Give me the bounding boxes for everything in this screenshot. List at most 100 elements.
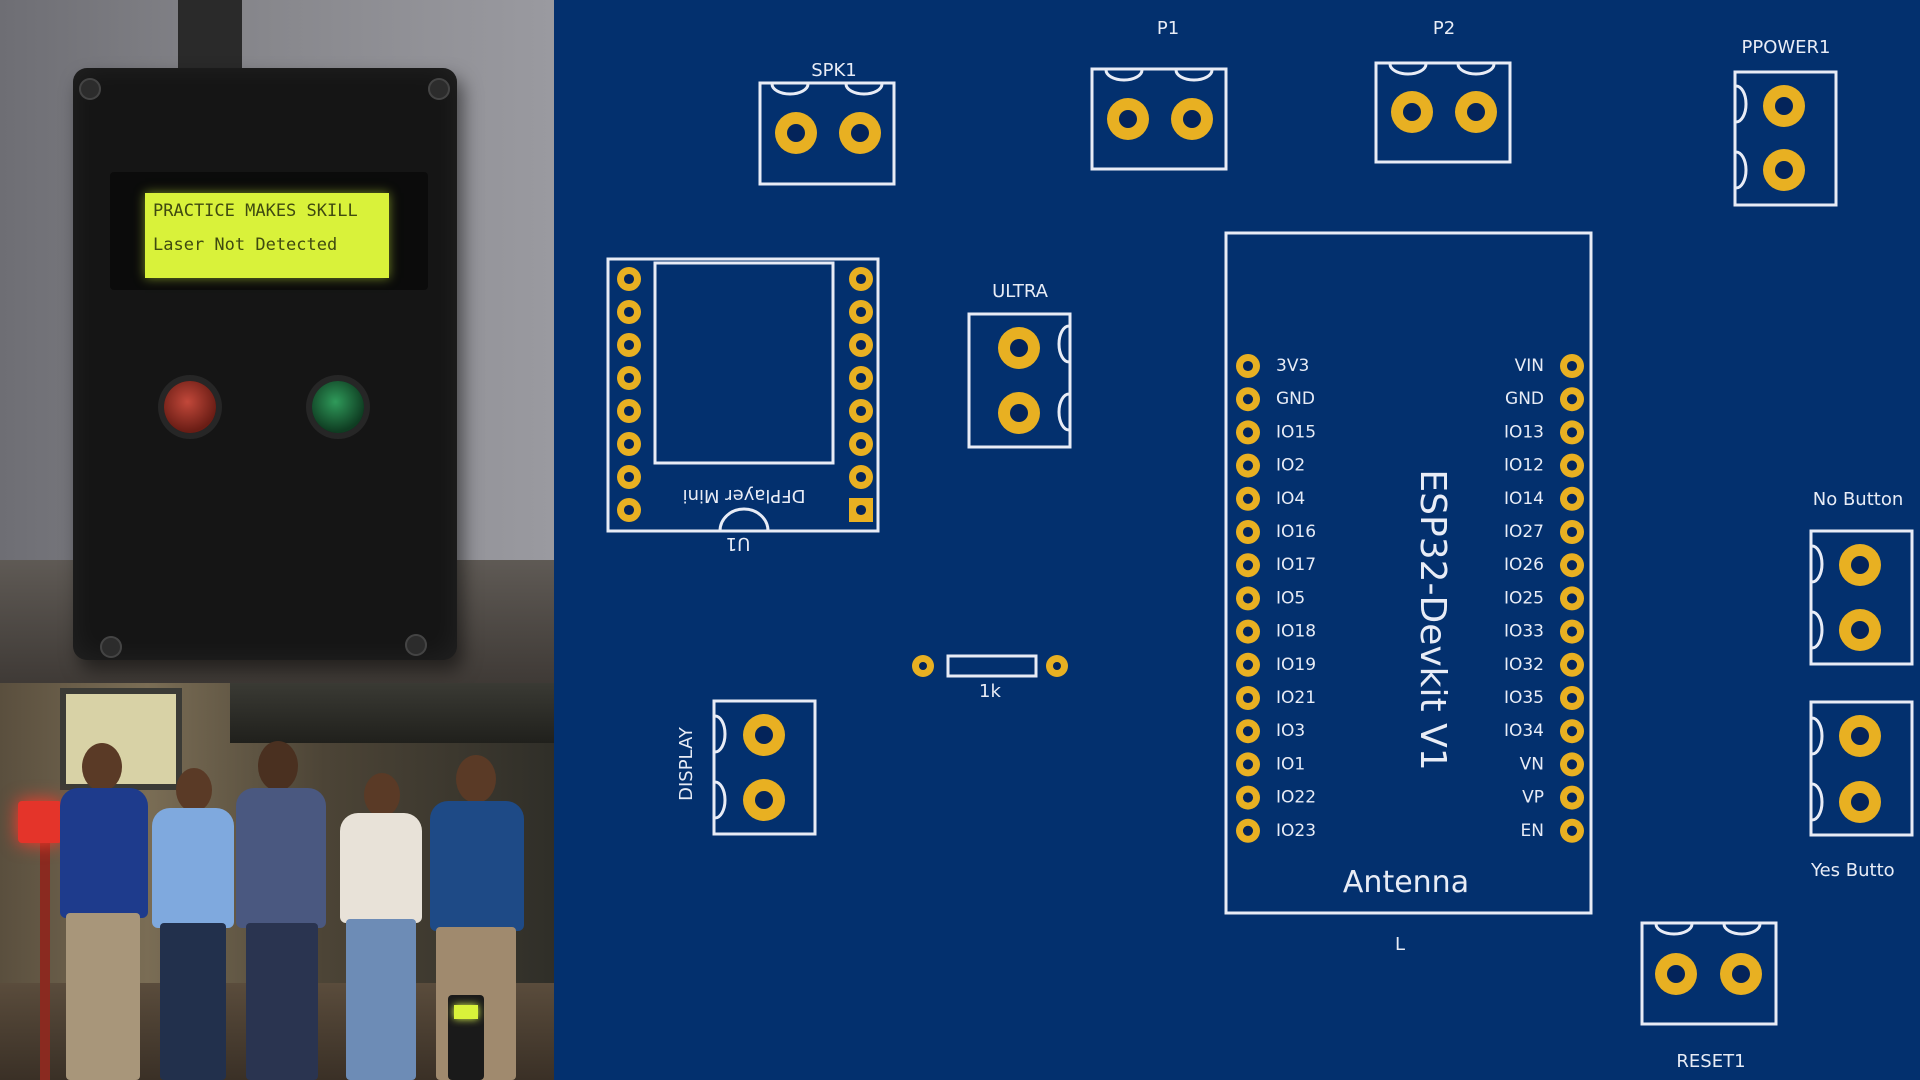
pin-hole xyxy=(1566,493,1578,504)
ppower1-label: PPOWER1 xyxy=(1741,37,1830,58)
esp32-pin-label: IO14 xyxy=(1504,489,1544,509)
esp32-pin-label: 3V3 xyxy=(1276,356,1309,376)
pin-hole xyxy=(623,372,635,384)
esp32-pin-label: IO32 xyxy=(1504,655,1544,675)
ultra-label: ULTRA xyxy=(992,281,1048,302)
esp32-pin-label: IO4 xyxy=(1276,489,1305,509)
esp32-title: ESP32-Devkit V1 xyxy=(1412,469,1453,770)
pin-hole xyxy=(1242,360,1254,372)
esp32-pin-label: EN xyxy=(1521,821,1544,841)
esp32-pin-label: IO34 xyxy=(1504,721,1544,741)
team-photo xyxy=(0,683,590,1080)
pin-hole xyxy=(623,471,635,483)
pin-hole xyxy=(1242,526,1254,538)
pin-hole xyxy=(1242,493,1254,504)
screw xyxy=(79,78,101,100)
p2-label: P2 xyxy=(1433,18,1455,39)
esp32-right-pins: VIN GND IO13 IO12 IO14 IO27 IO26 IO25 IO33 IO32 IO… xyxy=(1504,354,1584,843)
spk1-label: SPK1 xyxy=(811,60,857,81)
p2-connector: P2 xyxy=(1374,18,1512,164)
esp32-pin-label: IO15 xyxy=(1276,422,1316,442)
esp32-pin-label: IO35 xyxy=(1504,688,1544,708)
esp32-pin-label: IO23 xyxy=(1276,821,1316,841)
no-button-connector: No Button xyxy=(1809,489,1914,666)
pin-hole xyxy=(623,339,635,351)
pin-hole xyxy=(855,339,867,351)
pin-hole xyxy=(1566,593,1578,604)
no-button-label: No Button xyxy=(1813,489,1904,510)
pin-hole xyxy=(855,273,867,285)
p1-connector: P1 xyxy=(1090,18,1228,171)
pin-hole xyxy=(1566,825,1578,836)
esp32-pin-label: IO25 xyxy=(1504,588,1544,608)
pin-hole xyxy=(1242,427,1254,438)
device-photo: PRACTICE MAKES SKILL Laser Not Detected xyxy=(0,0,554,683)
resistor-1k: 1k xyxy=(912,654,1068,702)
screw xyxy=(428,78,450,100)
pin-hole xyxy=(1242,825,1254,836)
pin-hole xyxy=(1242,626,1254,637)
esp32-pin-label: IO2 xyxy=(1276,456,1305,476)
lcd-line-1: PRACTICE MAKES SKILL xyxy=(153,201,358,221)
esp32-pin-label: IO33 xyxy=(1504,622,1544,642)
window xyxy=(60,688,182,790)
pin-hole xyxy=(1566,526,1578,538)
pin-hole xyxy=(623,273,635,285)
lcd-line-2: Laser Not Detected xyxy=(153,235,338,255)
device-on-stand xyxy=(448,995,484,1080)
pin-hole xyxy=(855,372,867,384)
esp32-pin-label: GND xyxy=(1505,389,1544,409)
dfplayer-left-pins xyxy=(617,267,641,522)
esp32-pin-label: IO5 xyxy=(1276,588,1305,608)
pin-hole xyxy=(623,504,635,516)
pin-hole xyxy=(1242,593,1254,604)
pcb-layout: SPK1 P1 P2 PPOWER1 xyxy=(554,0,1920,1080)
ultra-connector: ULTRA xyxy=(967,281,1072,449)
pin-hole xyxy=(1566,692,1578,704)
esp32-pin-label: IO21 xyxy=(1276,688,1316,708)
pin-hole xyxy=(623,438,635,450)
esp32-pin-label: GND xyxy=(1276,389,1315,409)
pin-hole xyxy=(1566,792,1578,803)
screw xyxy=(100,636,122,658)
pin-hole xyxy=(1242,692,1254,704)
reset1-label: RESET1 xyxy=(1676,1051,1745,1072)
esp32-pin-label: IO17 xyxy=(1276,555,1316,575)
esp32-pin-label: IO1 xyxy=(1276,754,1305,774)
yes-button-label: Yes Butto xyxy=(1810,860,1895,881)
display-connector: DISPLAY xyxy=(676,699,817,836)
reset1-connector: RESET1 xyxy=(1640,921,1778,1072)
esp32-pin-label: VIN xyxy=(1515,356,1544,376)
esp32-pin-label: IO18 xyxy=(1276,622,1316,642)
green-button xyxy=(312,381,364,433)
resistor-label: 1k xyxy=(979,681,1001,702)
pin-hole xyxy=(623,306,635,318)
esp32-pin-label: IO22 xyxy=(1276,788,1316,808)
esp32-pin-label: IO12 xyxy=(1504,456,1544,476)
pin-hole xyxy=(855,306,867,318)
pin-hole xyxy=(1242,394,1254,405)
ceiling xyxy=(230,683,590,743)
dfplayer-label: DFPlayer Mini xyxy=(683,485,806,506)
pin-hole xyxy=(1242,560,1254,571)
pin-hole xyxy=(1566,460,1578,471)
esp32-pin-label: VN xyxy=(1520,754,1544,774)
enclosure-box xyxy=(73,68,457,660)
esp32-ref-label: L xyxy=(1395,934,1405,955)
esp32-pin-label: IO27 xyxy=(1504,522,1544,542)
pin-hole xyxy=(855,438,867,450)
pin-hole xyxy=(855,471,867,483)
pin-hole xyxy=(1566,726,1578,737)
esp32-devkit: ESP32-Devkit V1 Antenna L 3V3 GND IO15 IO2 I… xyxy=(1224,231,1593,955)
display-label: DISPLAY xyxy=(676,726,697,801)
pin-hole xyxy=(1566,560,1578,571)
pin-hole xyxy=(623,405,635,417)
pin-hole xyxy=(1242,726,1254,737)
dfplayer-right-pins xyxy=(849,267,873,522)
pin-hole xyxy=(1242,759,1254,770)
light-pole xyxy=(40,803,50,1080)
dfplayer-module: DFPlayer Mini U1 xyxy=(606,257,880,554)
pcb-board xyxy=(554,0,1920,1080)
yes-button-connector: Yes Butto xyxy=(1809,700,1914,881)
esp32-pin-label: IO13 xyxy=(1504,422,1544,442)
